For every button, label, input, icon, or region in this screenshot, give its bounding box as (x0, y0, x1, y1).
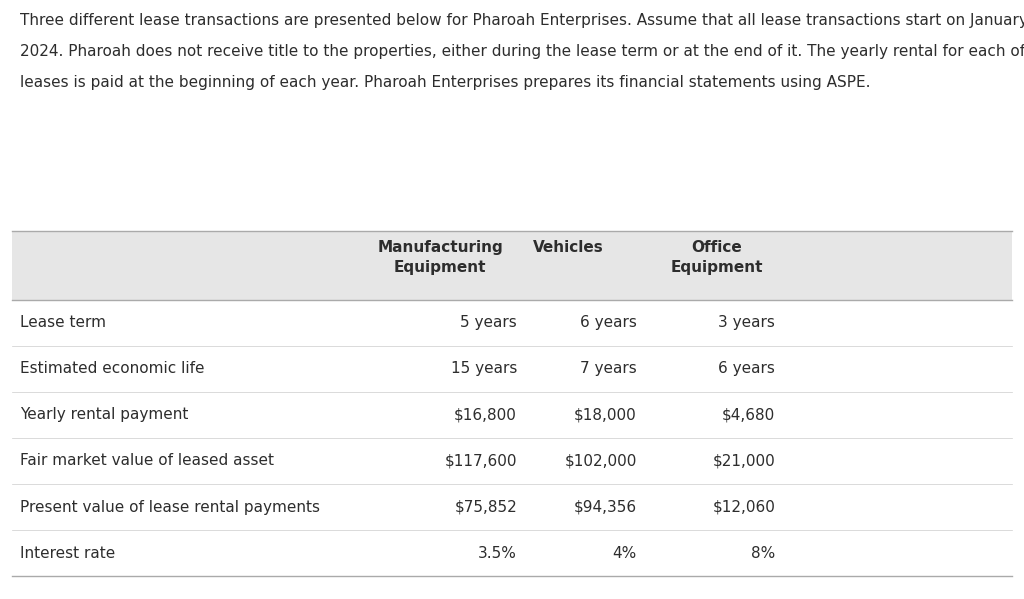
Text: $21,000: $21,000 (713, 453, 775, 468)
Text: 6 years: 6 years (580, 315, 637, 330)
Text: Yearly rental payment: Yearly rental payment (20, 407, 188, 422)
Text: 5 years: 5 years (461, 315, 517, 330)
Text: $117,600: $117,600 (444, 453, 517, 468)
Text: $18,000: $18,000 (574, 407, 637, 422)
Text: $94,356: $94,356 (573, 500, 637, 515)
Text: Three different lease transactions are presented below for Pharoah Enterprises. : Three different lease transactions are p… (20, 13, 1024, 28)
Bar (12, 231, 1012, 300)
Text: 3.5%: 3.5% (478, 546, 517, 561)
Text: Lease term: Lease term (20, 315, 106, 330)
Text: Interest rate: Interest rate (20, 546, 116, 561)
Text: Fair market value of leased asset: Fair market value of leased asset (20, 453, 274, 468)
Text: 2024. Pharoah does not receive title to the properties, either during the lease : 2024. Pharoah does not receive title to … (20, 44, 1024, 59)
Text: $12,060: $12,060 (713, 500, 775, 515)
Text: 7 years: 7 years (581, 361, 637, 376)
Text: $4,680: $4,680 (722, 407, 775, 422)
Text: $16,800: $16,800 (455, 407, 517, 422)
Text: $102,000: $102,000 (564, 453, 637, 468)
Text: 3 years: 3 years (718, 315, 775, 330)
Text: Estimated economic life: Estimated economic life (20, 361, 205, 376)
Text: Present value of lease rental payments: Present value of lease rental payments (20, 500, 321, 515)
Text: leases is paid at the beginning of each year. Pharoah Enterprises prepares its f: leases is paid at the beginning of each … (20, 75, 871, 90)
Text: 15 years: 15 years (451, 361, 517, 376)
Text: $75,852: $75,852 (455, 500, 517, 515)
Text: 4%: 4% (612, 546, 637, 561)
Text: Manufacturing
Equipment: Manufacturing Equipment (378, 240, 503, 275)
Text: Vehicles: Vehicles (532, 240, 604, 255)
Text: 8%: 8% (751, 546, 775, 561)
Text: 6 years: 6 years (718, 361, 775, 376)
Text: Office
Equipment: Office Equipment (671, 240, 763, 275)
